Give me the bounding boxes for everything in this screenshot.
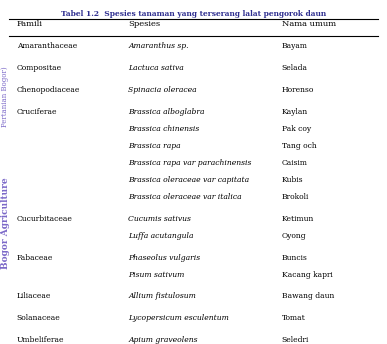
Text: Spesies: Spesies — [128, 20, 160, 28]
Text: Phaseolus vulgaris: Phaseolus vulgaris — [128, 254, 200, 261]
Text: Pertanian Bogor): Pertanian Bogor) — [1, 66, 9, 127]
Text: Chenopodiaceae: Chenopodiaceae — [17, 86, 80, 94]
Text: Cucurbitaceae: Cucurbitaceae — [17, 215, 73, 223]
Text: Brassica chinensis: Brassica chinensis — [128, 125, 199, 133]
Text: Bayam: Bayam — [282, 42, 308, 50]
Text: Luffa acutangula: Luffa acutangula — [128, 232, 194, 240]
Text: Umbeliferae: Umbeliferae — [17, 336, 64, 344]
Text: Compositae: Compositae — [17, 64, 62, 72]
Text: Allium fistulosum: Allium fistulosum — [128, 292, 196, 300]
Text: Seledri: Seledri — [282, 336, 309, 344]
Text: Buncis: Buncis — [282, 254, 308, 261]
Text: Selada: Selada — [282, 64, 308, 72]
Text: Brassica alboglabra: Brassica alboglabra — [128, 108, 205, 116]
Text: Solanaceae: Solanaceae — [17, 314, 60, 322]
Text: Pisum sativum: Pisum sativum — [128, 270, 185, 279]
Text: Caisim: Caisim — [282, 159, 308, 167]
Text: Lactuca sativa: Lactuca sativa — [128, 64, 184, 72]
Text: Kubis: Kubis — [282, 176, 303, 184]
Text: Brokoli: Brokoli — [282, 193, 309, 201]
Text: Liliaceae: Liliaceae — [17, 292, 51, 300]
Text: Cucumis sativus: Cucumis sativus — [128, 215, 191, 223]
Text: Fabaceae: Fabaceae — [17, 254, 53, 261]
Text: Amaranthus sp.: Amaranthus sp. — [128, 42, 189, 50]
Text: Ketimun: Ketimun — [282, 215, 314, 223]
Text: Tang och: Tang och — [282, 142, 317, 150]
Text: Cruciferae: Cruciferae — [17, 108, 57, 116]
Text: Lycopersicum esculentum: Lycopersicum esculentum — [128, 314, 229, 322]
Text: Kacang kapri: Kacang kapri — [282, 270, 333, 279]
Text: Bawang daun: Bawang daun — [282, 292, 334, 300]
Text: Spinacia oleracea: Spinacia oleracea — [128, 86, 197, 94]
Text: Brassica oleraceae var capitata: Brassica oleraceae var capitata — [128, 176, 249, 184]
Text: Bogor Agriculture: Bogor Agriculture — [0, 178, 10, 269]
Text: Nama umum: Nama umum — [282, 20, 336, 28]
Text: Amaranthaceae: Amaranthaceae — [17, 42, 77, 50]
Text: Famili: Famili — [17, 20, 43, 28]
Text: Kaylan: Kaylan — [282, 108, 308, 116]
Text: Brassica rapa var parachinensis: Brassica rapa var parachinensis — [128, 159, 252, 167]
Text: Brassica oleraceae var italica: Brassica oleraceae var italica — [128, 193, 242, 201]
Text: Horenso: Horenso — [282, 86, 314, 94]
Text: Pak coy: Pak coy — [282, 125, 311, 133]
Text: Brassica rapa: Brassica rapa — [128, 142, 181, 150]
Text: Apium graveolens: Apium graveolens — [128, 336, 198, 344]
Text: Tabel 1.2  Spesies tanaman yang terserang lalat pengorok daun: Tabel 1.2 Spesies tanaman yang terserang… — [61, 10, 326, 18]
Text: Oyong: Oyong — [282, 232, 307, 240]
Text: Tomat: Tomat — [282, 314, 306, 322]
